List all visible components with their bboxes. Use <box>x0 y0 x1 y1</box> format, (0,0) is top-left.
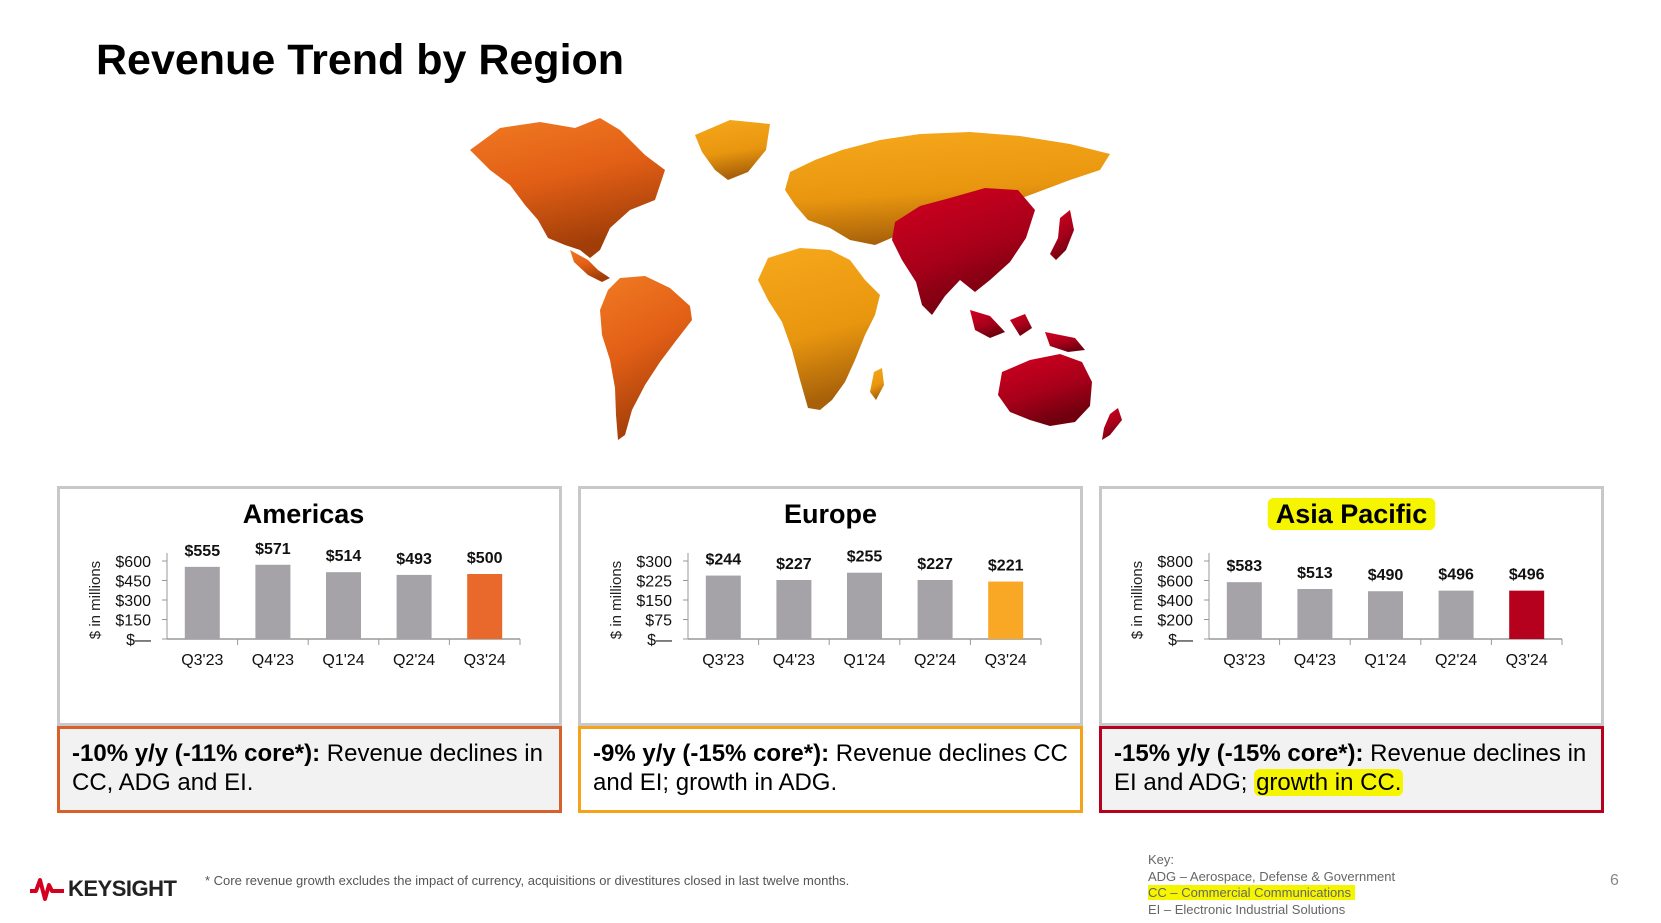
asia-pacific-chart-panel: Asia Pacific $ in millions $— $200 $400 $600 $… <box>1099 486 1604 726</box>
americas-bar-chart: Americas $ in millions $— $150 $300 $450 $600 $… <box>87 499 521 669</box>
americas-value-label: $555 <box>185 543 221 560</box>
asia-pacific-y-tick-label: $— <box>1168 632 1193 649</box>
europe-bar <box>776 579 812 639</box>
americas-x-tick-label: Q4'23 <box>252 652 294 669</box>
europe-y-tick-label: $150 <box>636 593 672 610</box>
map-region-americas <box>470 118 665 258</box>
logo-text: KEYSIGHT <box>68 876 177 901</box>
asia-pacific-bar <box>1368 591 1403 639</box>
americas-note: -10% y/y (-11% core*): Revenue declines … <box>57 726 562 813</box>
europe-bar <box>847 572 882 639</box>
europe-value-label: $255 <box>847 549 883 566</box>
americas-y-tick-label: $450 <box>115 574 151 591</box>
asia-pacific-value-label: $490 <box>1368 567 1404 584</box>
asia-pacific-note-highlight: growth in CC. <box>1254 769 1404 796</box>
europe-x-tick-label: Q1'24 <box>843 652 885 669</box>
asia-pacific-y-tick-label: $400 <box>1157 593 1193 610</box>
key-heading: Key: <box>1148 852 1175 867</box>
asia-pacific-x-tick-label: Q3'23 <box>1223 652 1265 669</box>
asia-pacific-value-label: $583 <box>1227 558 1263 575</box>
asia-pacific-x-tick-label: Q2'24 <box>1435 652 1477 669</box>
map-region-asia-pacific <box>892 188 1035 315</box>
americas-bar <box>467 574 503 639</box>
americas-note-text: Revenue declines in CC, ADG and EI. <box>72 740 543 796</box>
americas-x-tick-label: Q3'23 <box>181 652 223 669</box>
europe-x-tick-label: Q2'24 <box>914 652 956 669</box>
europe-y-axis-label: $ in millions <box>608 561 625 639</box>
asia-pacific-value-label: $496 <box>1438 567 1474 584</box>
asia-pacific-value-label: $496 <box>1509 567 1545 584</box>
asia-pacific-bar <box>1297 588 1333 639</box>
americas-chart-title: Americas <box>243 499 365 529</box>
europe-x-tick-label: Q3'24 <box>985 652 1027 669</box>
asia-pacific-bar-chart: Asia Pacific $ in millions $— $200 $400 $600 $… <box>1129 498 1563 669</box>
key-item-ei: EI – Electronic Industrial Solutions <box>1148 901 1346 917</box>
americas-y-axis-label: $ in millions <box>87 561 104 639</box>
page-title: Revenue Trend by Region <box>96 36 625 84</box>
europe-value-label: $227 <box>776 556 812 573</box>
asia-pacific-y-tick-label: $800 <box>1157 554 1193 571</box>
asia-pacific-value-label: $513 <box>1297 565 1333 582</box>
americas-y-tick-label: $300 <box>115 593 151 610</box>
europe-bar <box>705 575 741 639</box>
page-number: 6 <box>1610 872 1619 889</box>
asia-pacific-note: -15% y/y (-15% core*): Revenue declines … <box>1099 726 1604 813</box>
asia-pacific-x-tick-label: Q1'24 <box>1364 652 1406 669</box>
americas-y-tick-label: $150 <box>115 613 151 630</box>
asia-pacific-bar <box>1438 590 1474 639</box>
asia-pacific-x-tick-label: Q4'23 <box>1294 652 1336 669</box>
europe-note-text: Revenue declines CC and EI; growth in AD… <box>593 740 1068 796</box>
europe-y-tick-label: $225 <box>636 574 672 591</box>
americas-y-tick-label: $— <box>126 632 151 649</box>
asia-pacific-note-text: Revenue declines in EI and ADG; <box>1114 740 1587 796</box>
americas-value-label: $571 <box>255 541 291 558</box>
europe-y-tick-label: $300 <box>636 554 672 571</box>
europe-x-tick-label: Q3'23 <box>702 652 744 669</box>
asia-pacific-bar <box>1226 582 1262 639</box>
americas-y-tick-label: $600 <box>115 554 151 571</box>
americas-x-tick-label: Q2'24 <box>393 652 435 669</box>
asia-pacific-chart-title: Asia Pacific <box>1276 499 1428 529</box>
asia-pacific-y-tick-label: $600 <box>1157 574 1193 591</box>
americas-value-label: $514 <box>326 548 362 565</box>
asia-pacific-y-tick-label: $200 <box>1157 613 1193 630</box>
americas-bar <box>326 572 361 639</box>
asia-pacific-x-tick-label: Q3'24 <box>1506 652 1548 669</box>
keysight-wave-icon <box>30 878 64 901</box>
world-map <box>470 118 1122 440</box>
americas-bar <box>396 574 432 639</box>
asia-pacific-bar <box>1509 590 1545 639</box>
europe-value-label: $221 <box>988 558 1024 575</box>
europe-bar <box>917 579 953 639</box>
europe-chart-panel: Europe $ in millions $— $75 $150 $225 $300 $244… <box>578 486 1083 726</box>
europe-chart-title: Europe <box>784 499 877 529</box>
footnote: * Core revenue growth excludes the impac… <box>205 873 850 888</box>
asia-pacific-y-axis-label: $ in millions <box>1129 561 1146 639</box>
europe-y-tick-label: $75 <box>645 613 672 630</box>
americas-x-tick-label: Q3'24 <box>464 652 506 669</box>
americas-value-label: $493 <box>396 551 432 568</box>
americas-chart-panel: Americas $ in millions $— $150 $300 $450 $600 $… <box>57 486 562 726</box>
europe-note-bold: -9% y/y (-15% core*): <box>593 740 830 767</box>
key-item-adg: ADG – Aerospace, Defense & Government <box>1148 868 1396 884</box>
americas-note-bold: -10% y/y (-11% core*): <box>72 740 321 767</box>
asia-pacific-note-bold: -15% y/y (-15% core*): <box>1114 740 1364 767</box>
europe-bar <box>988 581 1024 639</box>
europe-value-label: $244 <box>706 552 742 569</box>
asia-pacific-title-highlight <box>1267 498 1436 530</box>
europe-value-label: $227 <box>917 556 953 573</box>
americas-x-tick-label: Q1'24 <box>322 652 364 669</box>
key-item-cc: CC – Commercial Communications <box>1148 885 1355 900</box>
europe-y-tick-label: $— <box>647 632 672 649</box>
europe-bar-chart: Europe $ in millions $— $75 $150 $225 $300 $244… <box>608 499 1042 669</box>
key-legend: Key: ADG – Aerospace, Defense & Governme… <box>1148 852 1395 918</box>
europe-x-tick-label: Q4'23 <box>773 652 815 669</box>
americas-bar <box>255 564 291 639</box>
europe-note: -9% y/y (-15% core*): Revenue declines C… <box>578 726 1083 813</box>
americas-value-label: $500 <box>467 550 503 567</box>
keysight-logo: KEYSIGHT <box>30 876 177 902</box>
americas-bar <box>184 566 220 639</box>
